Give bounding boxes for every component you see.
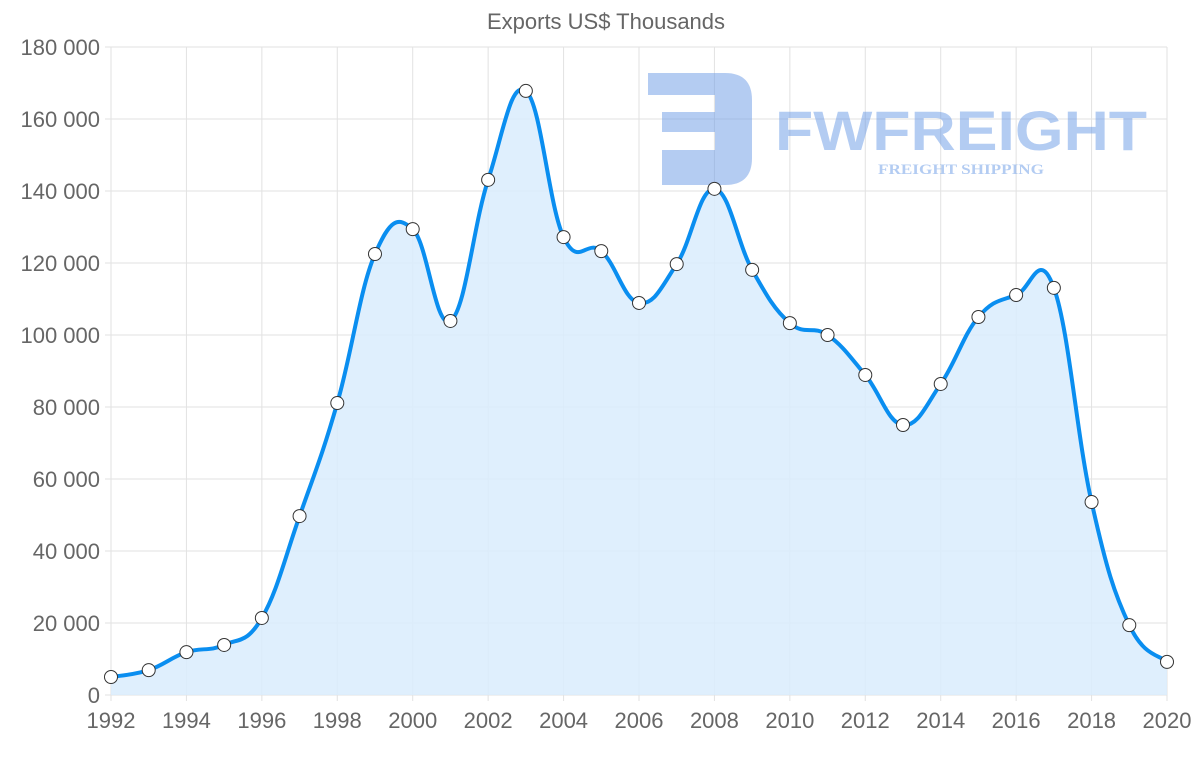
data-point-2020[interactable]: [1160, 654, 1174, 669]
y-tick-label: 80 000: [33, 395, 100, 420]
y-tick-label: 20 000: [33, 611, 100, 636]
data-point-2007[interactable]: [669, 257, 684, 272]
data-point-2012[interactable]: [858, 367, 873, 382]
watermark-brand: FWFREIGHT: [775, 99, 1147, 162]
chart-title: Exports US$ Thousands: [487, 9, 725, 34]
data-point-2001[interactable]: [443, 313, 458, 328]
series-area: [111, 89, 1167, 695]
x-tick-label: 2010: [765, 708, 814, 733]
data-point-1993[interactable]: [141, 663, 156, 678]
x-tick-label: 2020: [1143, 708, 1192, 733]
y-tick-label: 120 000: [20, 251, 100, 276]
data-point-2017[interactable]: [1046, 280, 1061, 295]
data-point-2019[interactable]: [1122, 618, 1137, 633]
y-tick-label: 60 000: [33, 467, 100, 492]
x-tick-label: 2012: [841, 708, 890, 733]
x-tick-label: 2006: [615, 708, 664, 733]
data-point-1996[interactable]: [254, 610, 269, 625]
x-tick-label: 2008: [690, 708, 739, 733]
x-tick-label: 2002: [464, 708, 513, 733]
watermark-logo: FWFREIGHT FREIGHT SHIPPING: [648, 73, 1147, 185]
logo-mark-icon: [648, 73, 752, 185]
data-point-2013[interactable]: [896, 418, 910, 432]
data-point-2011[interactable]: [820, 328, 835, 342]
data-point-2014[interactable]: [933, 376, 948, 391]
x-tick-label: 1998: [313, 708, 362, 733]
x-tick-label: 1996: [237, 708, 286, 733]
watermark-tagline: FREIGHT SHIPPING: [878, 162, 1044, 178]
x-tick-label: 1992: [87, 708, 136, 733]
x-tick-label: 2018: [1067, 708, 1116, 733]
x-tick-label: 1994: [162, 708, 211, 733]
data-point-2009[interactable]: [745, 262, 760, 277]
x-tick-label: 2016: [992, 708, 1041, 733]
y-tick-label: 160 000: [20, 107, 100, 132]
x-tick-label: 2004: [539, 708, 588, 733]
data-point-2003[interactable]: [518, 83, 533, 98]
data-point-2005[interactable]: [594, 244, 609, 259]
data-point-2002[interactable]: [481, 172, 496, 187]
data-point-1992[interactable]: [104, 670, 118, 684]
x-tick-label: 2014: [916, 708, 965, 733]
y-tick-label: 40 000: [33, 539, 100, 564]
y-tick-label: 140 000: [20, 179, 100, 204]
data-point-2016[interactable]: [1009, 288, 1024, 303]
data-point-2015[interactable]: [971, 310, 986, 324]
data-point-2008[interactable]: [707, 181, 722, 196]
y-tick-label: 180 000: [20, 35, 100, 60]
data-point-2006[interactable]: [632, 295, 646, 310]
data-point-2018[interactable]: [1084, 495, 1099, 510]
data-point-1994[interactable]: [179, 645, 194, 660]
data-point-1998[interactable]: [330, 396, 345, 411]
data-point-2004[interactable]: [556, 230, 571, 245]
y-tick-label: 0: [88, 683, 100, 708]
data-point-2010[interactable]: [782, 316, 797, 331]
data-point-2000[interactable]: [405, 222, 420, 237]
data-point-1999[interactable]: [368, 247, 382, 261]
data-point-1997[interactable]: [292, 509, 307, 524]
data-point-1995[interactable]: [217, 637, 232, 652]
y-tick-label: 100 000: [20, 323, 100, 348]
x-tick-label: 2000: [388, 708, 437, 733]
